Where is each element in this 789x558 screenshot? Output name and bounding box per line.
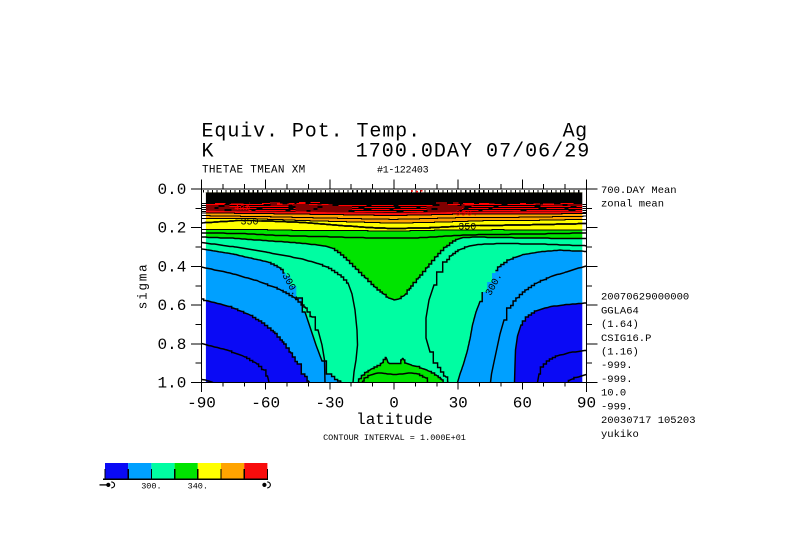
svg-text:(1.16): (1.16) [601, 346, 639, 358]
svg-text:-90: -90 [187, 394, 216, 412]
svg-text:1.0: 1.0 [157, 375, 186, 393]
svg-text:CONTOUR INTERVAL = 1.000E+01: CONTOUR INTERVAL = 1.000E+01 [323, 433, 466, 443]
svg-text:Equiv. Pot. Temp.: Equiv. Pot. Temp. [202, 121, 422, 144]
svg-text:yukiko: yukiko [601, 429, 639, 441]
svg-text:#1-122403: #1-122403 [377, 165, 429, 176]
svg-text:-999.: -999. [601, 401, 633, 413]
svg-text:-60: -60 [251, 394, 280, 412]
svg-text:latitude: latitude [356, 411, 433, 429]
svg-text:THETAE TMEAN XM: THETAE TMEAN XM [202, 164, 306, 176]
svg-text:0.6: 0.6 [157, 297, 186, 315]
svg-text:K: K [202, 140, 214, 163]
svg-text:0.8: 0.8 [157, 336, 186, 354]
svg-text:-999.: -999. [601, 360, 633, 372]
svg-text:30: 30 [449, 394, 468, 412]
svg-text:20070629000000: 20070629000000 [601, 292, 689, 304]
svg-text:60: 60 [513, 394, 532, 412]
svg-text:350: 350 [240, 218, 258, 229]
svg-text:0.2: 0.2 [157, 220, 186, 238]
svg-text:zonal mean: zonal mean [601, 199, 664, 211]
svg-text:400: 400 [234, 204, 251, 213]
svg-text:Ag: Ag [563, 121, 588, 144]
svg-text:CSIG16.P: CSIG16.P [601, 333, 651, 345]
svg-text:10.0: 10.0 [601, 388, 626, 400]
svg-text:-999.: -999. [601, 374, 633, 386]
svg-text:-30: -30 [315, 394, 344, 412]
svg-text:0.0: 0.0 [157, 181, 186, 199]
svg-text:350: 350 [458, 223, 476, 234]
svg-text:GGLA64: GGLA64 [601, 305, 639, 317]
svg-text:20030717 105203: 20030717 105203 [601, 415, 696, 427]
svg-text:90: 90 [577, 394, 596, 412]
svg-text:(1.64): (1.64) [601, 319, 639, 331]
svg-text:340.: 340. [188, 482, 208, 492]
svg-text:sigma: sigma [136, 262, 150, 309]
svg-text:300.: 300. [141, 482, 161, 492]
svg-text:390.: 390. [455, 210, 478, 219]
svg-text:1700.0DAY 07/06/29: 1700.0DAY 07/06/29 [356, 140, 591, 163]
svg-text:0.4: 0.4 [157, 258, 186, 276]
svg-text:700.DAY Mean: 700.DAY Mean [601, 185, 677, 197]
svg-text:0: 0 [389, 394, 399, 412]
